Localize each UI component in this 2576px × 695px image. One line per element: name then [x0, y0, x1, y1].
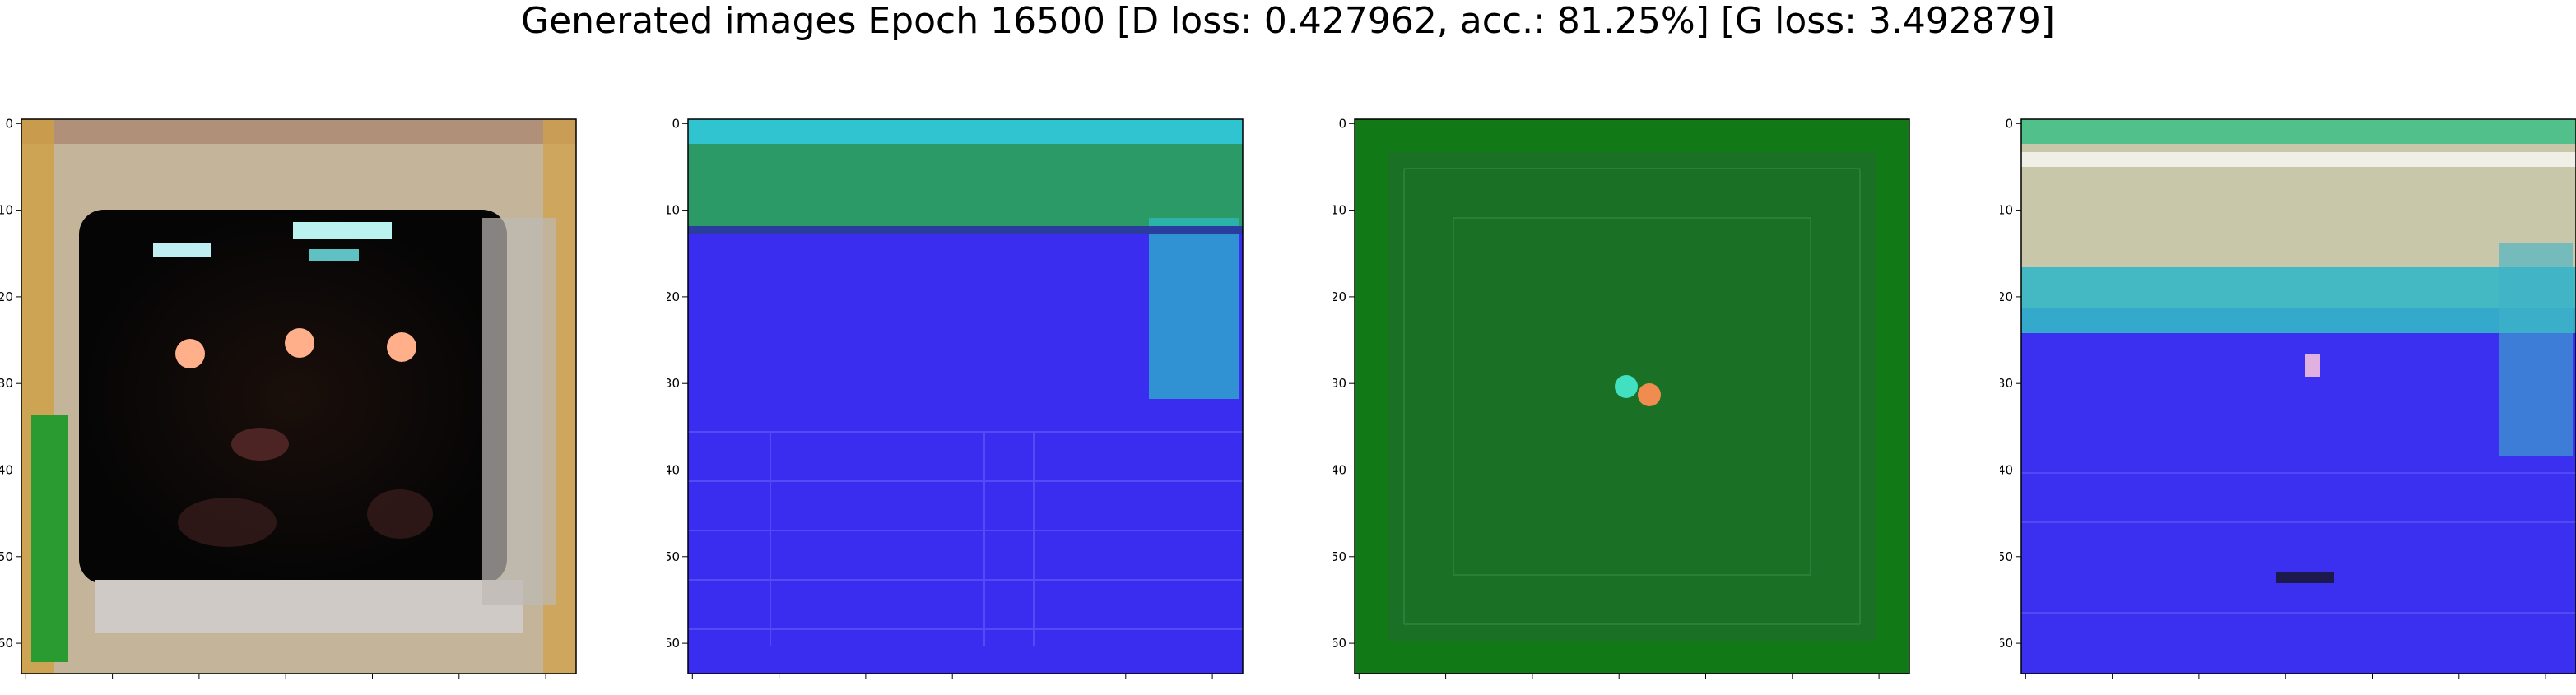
image-panel-2: 0 10 20 30 40 50 60 0 10 20 30 40 [667, 90, 1276, 683]
y-tick-label: 10 [1333, 203, 1346, 218]
y-tick-label: 10 [667, 203, 680, 218]
y-tick-label: 20 [667, 290, 680, 304]
image-4-light-line [2021, 152, 2576, 167]
image-1-blob-3 [367, 489, 433, 539]
y-tick-label: 0 [672, 116, 680, 131]
image-1-green-patch [31, 415, 68, 662]
image-1-blob-1 [231, 428, 289, 461]
image-2-top-cyan [688, 119, 1243, 144]
figure-title: Generated images Epoch 16500 [D loss: 0.… [520, 0, 2056, 42]
image-1-x-ticks: 0 10 20 30 40 50 60 [25, 674, 546, 679]
y-tick-label: 40 [667, 463, 680, 478]
image-1-blob-2 [178, 498, 277, 547]
image-1-bottom-band [95, 580, 523, 633]
image-panel-1: 0 10 20 30 40 50 60 0 10 20 30 40 [0, 90, 609, 683]
image-4-cyan-band [2021, 267, 2576, 333]
image-3-spot-cyan [1615, 375, 1638, 398]
y-tick-label: 40 [0, 463, 13, 478]
y-tick-label: 40 [1333, 463, 1346, 478]
image-2-x-ticks: 0 10 20 30 40 50 60 [691, 674, 1213, 679]
image-4-y-ticks: 0 10 20 30 40 50 60 [2000, 116, 2021, 651]
y-tick-label: 60 [1333, 636, 1346, 651]
image-2-grid [688, 431, 1243, 646]
image-1-border [21, 118, 577, 674]
image-4-right-cyan [2499, 243, 2573, 456]
y-tick-label: 10 [0, 203, 13, 218]
y-tick-label: 30 [1333, 376, 1346, 391]
image-3-grid [1403, 168, 1861, 625]
y-tick-label: 50 [667, 549, 680, 564]
panel-1-svg: 0 10 20 30 40 50 60 0 10 20 30 40 [0, 116, 577, 679]
image-1-highlight-2 [285, 328, 314, 358]
image-3-y-ticks: 0 10 20 30 40 50 60 [1333, 116, 1355, 651]
y-tick-label: 30 [2000, 376, 2013, 391]
y-tick-label: 20 [2000, 290, 2013, 304]
image-1-glitch-1 [153, 243, 211, 257]
image-1-y-ticks: 0 10 20 30 40 50 60 [0, 116, 21, 651]
image-3-border [1354, 118, 1910, 674]
y-tick-label: 20 [1333, 290, 1346, 304]
image-3-spot-orange [1638, 383, 1661, 406]
y-tick-label: 50 [2000, 549, 2013, 564]
image-3-x-ticks: 0 10 20 30 40 50 60 [1358, 674, 1880, 679]
image-1-right-gray [482, 218, 556, 605]
image-1-glitch-3 [309, 249, 359, 261]
panel-2-svg: 0 10 20 30 40 50 60 0 10 20 30 40 [667, 116, 1244, 679]
image-4-spot-pink [2305, 354, 2320, 377]
y-tick-label: 10 [2000, 203, 2013, 218]
y-tick-label: 60 [2000, 636, 2013, 651]
image-4-top-green [2021, 119, 2576, 144]
y-tick-label: 50 [0, 549, 13, 564]
panel-4-svg: 0 10 20 30 40 50 60 0 10 20 30 40 [2000, 116, 2576, 679]
image-1-highlight-3 [387, 332, 416, 362]
image-4-grid [2021, 472, 2576, 614]
image-panel-3: 0 10 20 30 40 50 60 0 10 20 30 40 [1333, 90, 1942, 683]
y-tick-label: 20 [0, 290, 13, 304]
image-1-dark-region [79, 210, 507, 584]
image-4-x-ticks: 0 10 20 30 40 50 60 [2025, 674, 2546, 679]
y-tick-label: 40 [2000, 463, 2013, 478]
image-panel-4: 0 10 20 30 40 50 60 0 10 20 30 40 [2000, 90, 2576, 683]
image-2-border [687, 118, 1244, 674]
y-tick-label: 60 [0, 636, 13, 651]
y-tick-label: 0 [5, 116, 13, 131]
y-tick-label: 30 [0, 376, 13, 391]
panel-3-svg: 0 10 20 30 40 50 60 0 10 20 30 40 [1333, 116, 1910, 679]
image-1-top-band [21, 119, 576, 144]
image-2-dark-line [688, 226, 1243, 234]
image-1-glitch-2 [293, 222, 392, 239]
image-1-highlight-1 [175, 339, 205, 368]
image-4-border [2020, 118, 2576, 674]
y-tick-label: 0 [2005, 116, 2013, 131]
image-2-y-ticks: 0 10 20 30 40 50 60 [667, 116, 688, 651]
y-tick-label: 60 [667, 636, 680, 651]
image-2-right-cyan [1149, 218, 1239, 399]
y-tick-label: 50 [1333, 549, 1346, 564]
y-tick-label: 30 [667, 376, 680, 391]
y-tick-label: 0 [1338, 116, 1346, 131]
image-4-dark-mark [2276, 572, 2334, 583]
